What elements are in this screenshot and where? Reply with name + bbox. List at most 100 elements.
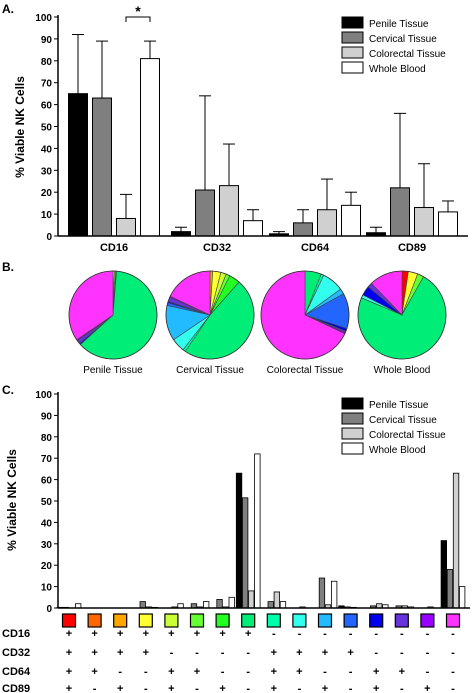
- y-tick-label: 10: [41, 583, 53, 594]
- combination-sign: -: [246, 683, 250, 693]
- bar: [202, 601, 210, 609]
- combination-sign: +: [373, 683, 379, 693]
- bar: [68, 93, 88, 237]
- combination-sign: +: [194, 628, 200, 640]
- x-category-label: CD64: [301, 242, 330, 254]
- combination-sign: +: [424, 683, 430, 693]
- legend-label: Whole Blood: [369, 64, 426, 75]
- y-tick-label: 20: [41, 561, 53, 572]
- bar: [254, 453, 261, 609]
- legend-swatch: [341, 427, 364, 440]
- bar: [273, 591, 281, 609]
- bar: [452, 472, 460, 609]
- combination-color-square: [189, 613, 205, 628]
- combination-row-label: CD89: [2, 683, 30, 693]
- combination-sign: -: [323, 666, 327, 678]
- panel-c-ylabel: % Viable NK Cells: [5, 449, 19, 551]
- y-tick-label: 50: [41, 497, 53, 508]
- significance-bracket: [125, 16, 151, 22]
- bar: [139, 601, 146, 609]
- combination-sign: +: [322, 683, 328, 693]
- combination-sign: +: [66, 628, 72, 640]
- pie-label: Cervical Tissue: [176, 365, 244, 376]
- x-category-label: CD16: [100, 242, 128, 254]
- panel-a: A. % Viable NK Cells 0 10 20 30 40 50 60 70 80 90…: [2, 2, 468, 254]
- combination-sign: -: [349, 683, 353, 693]
- combination-sign: -: [195, 683, 199, 693]
- bar: [390, 187, 410, 237]
- combination-color-square: [266, 613, 281, 628]
- bar: [317, 209, 337, 237]
- bar: [216, 599, 223, 609]
- combination-sign: +: [399, 666, 405, 678]
- combination-sign: +: [91, 628, 97, 640]
- combination-sign: -: [374, 647, 378, 659]
- pie-outline: [260, 270, 350, 360]
- y-tick-label: 70: [41, 454, 53, 465]
- combination-sign: +: [271, 647, 277, 659]
- combination-sign: -: [451, 628, 455, 640]
- combination-sign: +: [219, 628, 225, 640]
- combination-sign: +: [66, 683, 72, 693]
- panel-b-pies: Penile Tissue Cervical Tissue Colorectal T…: [68, 270, 447, 376]
- legend-label: Cervical Tissue: [369, 34, 437, 45]
- combination-sign: +: [91, 647, 97, 659]
- combination-sign: +: [296, 647, 302, 659]
- panel-c: C. % Viable NK Cells 0 10 20 30 40 50 60 70 80 90…: [2, 383, 470, 693]
- legend-swatch: [341, 442, 364, 455]
- combination-sign: -: [400, 683, 404, 693]
- combination-sign: +: [322, 647, 328, 659]
- combination-sign: +: [168, 666, 174, 678]
- bar: [318, 577, 326, 609]
- legend-swatch: [341, 397, 364, 410]
- combination-row-label: CD64: [2, 666, 31, 678]
- combination-color-square: [138, 613, 153, 628]
- combination-sign: +: [66, 647, 72, 659]
- y-tick-label: 100: [35, 13, 52, 24]
- legend-label: Whole Blood: [369, 445, 426, 456]
- combination-sign: -: [144, 683, 148, 693]
- y-tick-label: 10: [41, 210, 53, 221]
- x-category-label: CD89: [398, 242, 426, 254]
- panel-b: B. Penile Tissue Cervical Tissue Colorecta…: [2, 260, 447, 376]
- y-tick-label: 90: [41, 411, 53, 422]
- combination-sign: +: [168, 628, 174, 640]
- combination-sign: -: [426, 666, 430, 678]
- combination-sign: -: [195, 647, 199, 659]
- combination-sign: -: [349, 666, 353, 678]
- x-category-label: CD32: [203, 242, 231, 254]
- bar: [228, 596, 235, 609]
- significance-star: *: [135, 3, 141, 19]
- y-tick-label: 60: [41, 101, 53, 112]
- panel-a-plot: 0 10 20 30 40 50 60 70 80 90 100 CD16 CD32 CD64 CD89 * P…: [35, 3, 468, 254]
- panel-c-label: C.: [2, 383, 14, 397]
- y-tick-label: 40: [41, 518, 53, 529]
- combination-sign: +: [66, 666, 72, 678]
- legend-label: Penile Tissue: [369, 400, 429, 411]
- combination-sign: -: [170, 647, 174, 659]
- bar: [116, 217, 136, 237]
- y-tick-label: 70: [41, 79, 53, 90]
- pie-label: Colorectal Tissue: [267, 365, 344, 376]
- bar: [330, 580, 338, 609]
- y-tick-label: 0: [46, 604, 52, 615]
- combination-sign: -: [298, 628, 302, 640]
- combination-color-square: [113, 613, 128, 628]
- combination-sign: -: [93, 683, 97, 693]
- combination-sign: +: [245, 628, 251, 640]
- y-tick-label: 50: [41, 123, 53, 134]
- bar: [243, 220, 263, 237]
- legend-swatch: [341, 16, 364, 29]
- combination-sign: +: [117, 647, 123, 659]
- pie-outline: [68, 270, 158, 360]
- combination-sign: +: [373, 666, 379, 678]
- combination-sign: +: [347, 647, 353, 659]
- combination-color-square: [445, 613, 461, 628]
- combination-color-square: [164, 613, 179, 628]
- combination-sign: -: [349, 628, 353, 640]
- combination-row-label: CD16: [2, 628, 30, 640]
- combination-sign: -: [426, 647, 430, 659]
- combination-sign: +: [271, 683, 277, 693]
- combination-sign: -: [144, 666, 148, 678]
- combination-color-square: [61, 613, 77, 628]
